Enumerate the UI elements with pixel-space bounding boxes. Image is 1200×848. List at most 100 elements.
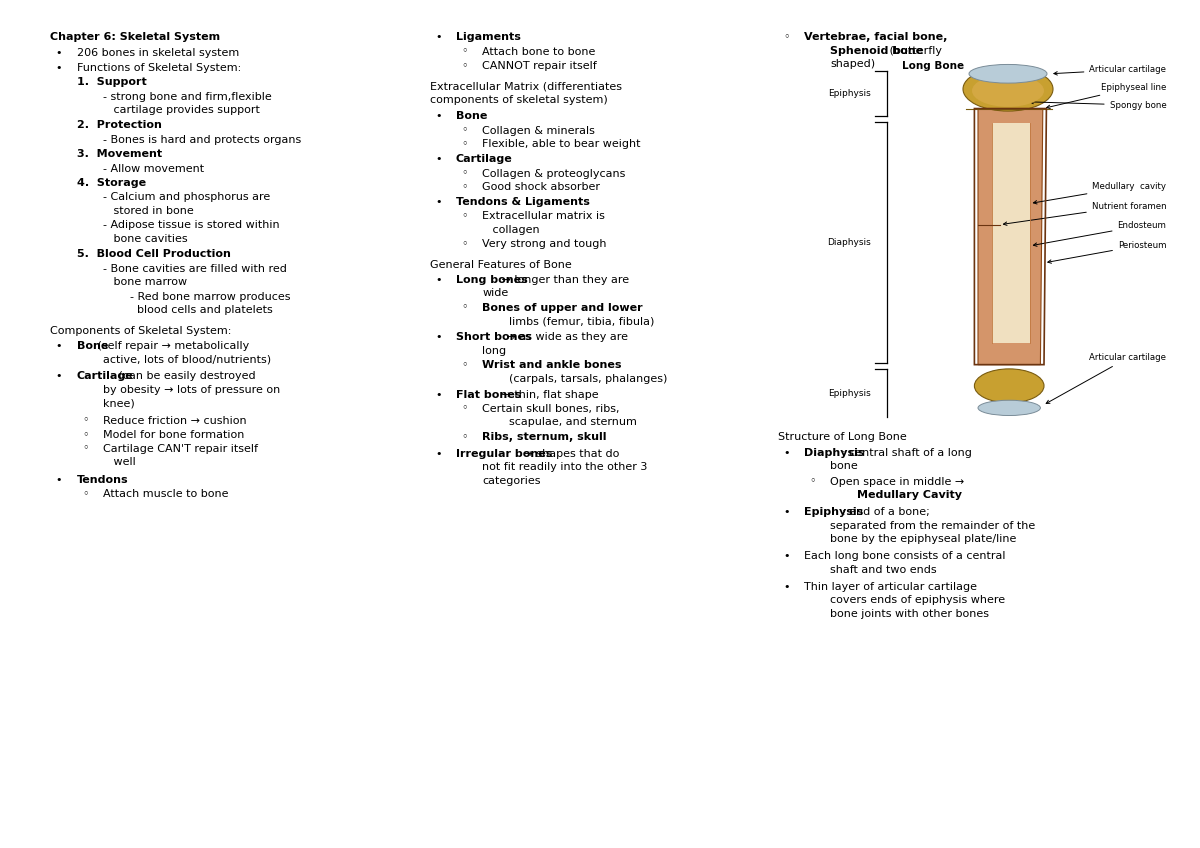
Text: Flat bones: Flat bones (456, 390, 521, 400)
Text: ◦: ◦ (461, 303, 468, 313)
Text: covers ends of epiphysis where: covers ends of epiphysis where (830, 595, 1006, 605)
Text: ◦: ◦ (809, 477, 816, 487)
Text: bone: bone (830, 461, 858, 471)
Text: ◦: ◦ (82, 444, 89, 454)
Text: 2.  Protection: 2. Protection (77, 120, 162, 131)
Text: Ligaments: Ligaments (456, 32, 521, 42)
Text: Bones of upper and lower: Bones of upper and lower (482, 303, 643, 313)
Text: : end of a bone;: : end of a bone; (842, 507, 930, 517)
Text: ◦: ◦ (461, 182, 468, 192)
Text: Spongy bone: Spongy bone (1030, 100, 1166, 109)
Text: ◦: ◦ (461, 139, 468, 149)
Text: Medullary Cavity: Medullary Cavity (857, 490, 962, 500)
Text: Extracellular matrix is: Extracellular matrix is (482, 211, 605, 221)
Text: scapulae, and sternum: scapulae, and sternum (509, 417, 637, 427)
Text: - Red bone marrow produces: - Red bone marrow produces (130, 292, 290, 302)
Text: •: • (434, 154, 442, 165)
Text: - Calcium and phosphorus are: - Calcium and phosphorus are (103, 192, 270, 203)
Text: Reduce friction → cushion: Reduce friction → cushion (103, 416, 247, 426)
Text: ◦: ◦ (461, 47, 468, 57)
Text: knee): knee) (103, 399, 134, 409)
Text: separated from the remainder of the: separated from the remainder of the (830, 521, 1036, 531)
Text: Wrist and ankle bones: Wrist and ankle bones (482, 360, 622, 371)
Text: shaped): shaped) (830, 59, 876, 70)
Text: Diaphysis: Diaphysis (804, 448, 864, 458)
Text: stored in bone: stored in bone (103, 206, 194, 216)
Text: limbs (femur, tibia, fibula): limbs (femur, tibia, fibula) (509, 316, 654, 326)
Text: bone joints with other bones: bone joints with other bones (830, 609, 990, 619)
Text: cartilage provides support: cartilage provides support (103, 105, 260, 115)
Text: Epiphysis: Epiphysis (828, 89, 871, 98)
Text: Periosteum: Periosteum (1048, 241, 1166, 263)
Text: Short bones: Short bones (456, 332, 532, 343)
Text: blood cells and platelets: blood cells and platelets (130, 305, 272, 315)
Text: Long Bone: Long Bone (902, 61, 965, 71)
Text: Sphenoid bone: Sphenoid bone (830, 46, 924, 56)
Text: 1.  Support: 1. Support (77, 77, 146, 87)
Text: - Bone cavities are filled with red: - Bone cavities are filled with red (103, 264, 287, 274)
Text: 3.  Movement: 3. Movement (77, 149, 162, 159)
Text: CANNOT repair itself: CANNOT repair itself (482, 61, 598, 71)
Text: ◦: ◦ (461, 404, 468, 414)
Text: not fit readily into the other 3: not fit readily into the other 3 (482, 462, 648, 472)
Ellipse shape (974, 369, 1044, 403)
Text: Cartilage: Cartilage (456, 154, 512, 165)
Text: (butterfly: (butterfly (886, 46, 942, 56)
Text: (can be easily destroyed: (can be easily destroyed (115, 371, 256, 382)
Text: •: • (55, 475, 62, 485)
Text: Epiphyseal line: Epiphyseal line (1046, 83, 1166, 109)
Text: Structure of Long Bone: Structure of Long Bone (778, 432, 906, 443)
Text: Open space in middle →: Open space in middle → (830, 477, 965, 487)
Text: Each long bone consists of a central: Each long bone consists of a central (804, 551, 1006, 561)
Text: (carpals, tarsals, phalanges): (carpals, tarsals, phalanges) (509, 374, 667, 384)
Ellipse shape (972, 75, 1044, 107)
Text: •: • (434, 275, 442, 285)
Text: - strong bone and firm,flexible: - strong bone and firm,flexible (103, 92, 272, 102)
Text: ◦: ◦ (461, 360, 468, 371)
Text: •: • (782, 507, 790, 517)
Text: → longer than they are: → longer than they are (498, 275, 630, 285)
Text: bone cavities: bone cavities (103, 234, 188, 244)
Text: Certain skull bones, ribs,: Certain skull bones, ribs, (482, 404, 620, 414)
Polygon shape (992, 123, 1030, 343)
Text: ◦: ◦ (782, 32, 790, 42)
Text: 5.  Blood Cell Production: 5. Blood Cell Production (77, 249, 230, 259)
Text: •: • (434, 32, 442, 42)
Text: Extracellular Matrix (differentiates: Extracellular Matrix (differentiates (430, 81, 622, 92)
Text: → as wide as they are: → as wide as they are (503, 332, 628, 343)
Text: •: • (55, 341, 62, 351)
Text: ◦: ◦ (461, 169, 468, 179)
Text: •: • (782, 582, 790, 592)
Text: 4.  Storage: 4. Storage (77, 178, 146, 188)
Text: ◦: ◦ (461, 239, 468, 249)
Text: ◦: ◦ (461, 432, 468, 443)
Text: Diaphysis: Diaphysis (828, 238, 871, 247)
Text: Endosteum: Endosteum (1033, 221, 1166, 246)
Text: Flexible, able to bear weight: Flexible, able to bear weight (482, 139, 641, 149)
Text: Chapter 6: Skeletal System: Chapter 6: Skeletal System (50, 32, 221, 42)
Text: by obesity → lots of pressure on: by obesity → lots of pressure on (103, 385, 281, 395)
Text: 206 bones in skeletal system: 206 bones in skeletal system (77, 48, 239, 59)
Text: Good shock absorber: Good shock absorber (482, 182, 600, 192)
Text: components of skeletal system): components of skeletal system) (430, 95, 607, 105)
Text: Vertebrae, facial bone,: Vertebrae, facial bone, (804, 32, 947, 42)
Text: Functions of Skeletal System:: Functions of Skeletal System: (77, 63, 241, 73)
Text: Irregular bones: Irregular bones (456, 449, 552, 459)
Text: Articular cartilage: Articular cartilage (1054, 65, 1166, 75)
Text: •: • (434, 332, 442, 343)
Text: Bone: Bone (456, 111, 487, 121)
Text: Attach bone to bone: Attach bone to bone (482, 47, 595, 57)
Text: Model for bone formation: Model for bone formation (103, 430, 245, 440)
Text: ◦: ◦ (461, 61, 468, 71)
Text: ◦: ◦ (461, 126, 468, 136)
Text: •: • (55, 371, 62, 382)
Text: Epiphysis: Epiphysis (828, 389, 871, 398)
Text: Components of Skeletal System:: Components of Skeletal System: (50, 326, 232, 337)
Text: •: • (782, 551, 790, 561)
Text: : central shaft of a long: : central shaft of a long (842, 448, 972, 458)
Text: •: • (782, 448, 790, 458)
Text: Nutrient foramen: Nutrient foramen (1003, 202, 1166, 226)
Text: Collagen & proteoglycans: Collagen & proteoglycans (482, 169, 625, 179)
Text: - Allow movement: - Allow movement (103, 164, 204, 174)
Text: bone marrow: bone marrow (103, 277, 187, 287)
